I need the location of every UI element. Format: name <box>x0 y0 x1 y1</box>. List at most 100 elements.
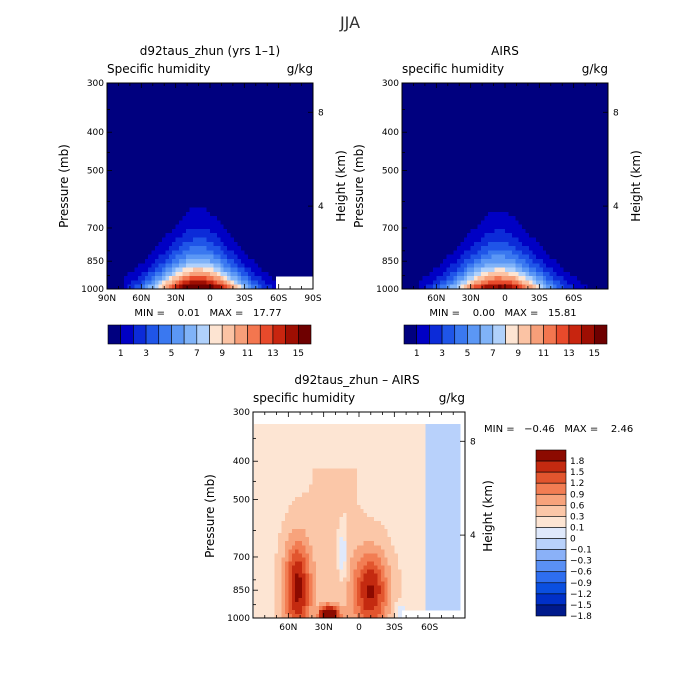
x-tick-label: 30S <box>386 623 403 633</box>
x-tick-label: 60S <box>565 294 582 304</box>
x-tick-label: 60S <box>421 623 438 633</box>
colorbar-label: 1.5 <box>570 468 584 478</box>
colorbar-swatch <box>535 560 567 573</box>
x-tick-label: 90S <box>304 294 321 304</box>
colorbar-swatch <box>403 324 417 345</box>
colorbar-swatch <box>530 324 544 345</box>
panel-diff-height-label: Height (km) <box>481 480 495 551</box>
panel-diff-colorbar: 1.81.51.20.90.60.30.10−0.1−0.3−0.6−0.9−1… <box>535 449 592 622</box>
colorbar-label: 1.8 <box>570 457 585 467</box>
height-tick-label: 8 <box>613 108 619 118</box>
x-tick-label: 30N <box>315 623 333 633</box>
x-tick-label: 60N <box>132 294 150 304</box>
colorbar-swatch <box>535 460 567 473</box>
panel-model-height-label: Height (km) <box>334 150 348 221</box>
colorbar-label: 3 <box>143 349 149 359</box>
colorbar-swatch <box>234 324 248 345</box>
colorbar-swatch <box>158 324 172 345</box>
colorbar-swatch <box>133 324 147 345</box>
colorbar-label: −0.3 <box>570 557 592 567</box>
y-tick-label: 700 <box>382 224 399 234</box>
colorbar-swatch <box>196 324 210 345</box>
y-tick-label: 1000 <box>81 285 104 295</box>
panel-diff-field-label: specific humidity <box>253 391 355 405</box>
colorbar-label: 5 <box>169 349 175 359</box>
colorbar-swatch <box>535 516 567 528</box>
height-tick-label: 4 <box>613 202 619 212</box>
colorbar-swatch <box>535 538 567 550</box>
y-tick-label: 500 <box>382 166 399 176</box>
x-tick-label: 30N <box>167 294 185 304</box>
colorbar-label: 9 <box>515 349 521 359</box>
y-tick-label: 850 <box>87 257 104 267</box>
colorbar-label: −1.8 <box>570 612 592 622</box>
colorbar-swatch <box>581 324 595 345</box>
colorbar-label: 1.2 <box>570 479 584 489</box>
colorbar-label: 0.6 <box>570 501 585 511</box>
colorbar-swatch <box>429 324 443 345</box>
panel-diff-ylabel: Pressure (mb) <box>203 474 217 558</box>
colorbar-swatch <box>272 324 286 345</box>
x-tick-label: 90N <box>98 294 116 304</box>
y-tick-label: 300 <box>233 408 250 418</box>
panel-diff-stats: MIN = −0.46 MAX = 2.46 <box>484 424 633 435</box>
panel-model: d92taus_zhun (yrs 1–1) Specific humidity… <box>57 44 348 359</box>
colorbar-swatch <box>535 582 567 595</box>
y-tick-label: 1000 <box>227 614 250 624</box>
colorbar-swatch <box>535 571 567 584</box>
colorbar-label: 11 <box>538 349 549 359</box>
x-tick-label: 30N <box>462 294 480 304</box>
colorbar-label: 9 <box>219 349 225 359</box>
colorbar-swatch <box>535 449 567 462</box>
panel-model-ylabel: Pressure (mb) <box>57 144 71 228</box>
colorbar-swatch <box>517 324 532 345</box>
colorbar-swatch <box>535 593 567 606</box>
colorbar-swatch <box>221 324 236 345</box>
colorbar-swatch <box>120 324 134 345</box>
colorbar-label: −0.1 <box>570 546 592 556</box>
y-tick-label: 850 <box>382 257 399 267</box>
panel-obs-height-label: Height (km) <box>629 150 643 221</box>
panel-obs-title: AIRS <box>491 44 519 58</box>
colorbar-label: 11 <box>242 349 253 359</box>
colorbar-swatch <box>454 324 468 345</box>
colorbar-swatch <box>479 324 494 345</box>
colorbar-swatch <box>416 324 430 345</box>
colorbar-swatch <box>259 324 274 345</box>
colorbar-swatch <box>535 482 567 495</box>
y-tick-label: 500 <box>87 166 104 176</box>
colorbar-swatch <box>298 324 312 345</box>
panel-diff-plot: 60N 30N 0 30S 60S 300 400 500 700 850 1000 8 4 <box>227 408 476 633</box>
x-tick-label: 0 <box>502 294 508 304</box>
colorbar-swatch <box>594 324 608 345</box>
height-tick-label: 4 <box>318 202 324 212</box>
colorbar-label: −0.9 <box>570 579 592 589</box>
panel-model-colorbar: 1 3 5 7 9 11 13 15 <box>107 324 312 359</box>
colorbar-label: −1.5 <box>570 601 592 611</box>
colorbar-label: 5 <box>465 349 471 359</box>
heatmap-model <box>107 83 314 290</box>
colorbar-label: 13 <box>267 349 278 359</box>
y-tick-label: 500 <box>233 495 250 505</box>
colorbar-label: 3 <box>439 349 445 359</box>
panel-diff-title: d92taus_zhun – AIRS <box>294 373 419 387</box>
colorbar-label: 0.9 <box>570 490 585 500</box>
colorbar-label: 7 <box>194 349 200 359</box>
y-tick-label: 400 <box>233 457 250 467</box>
colorbar-swatch <box>492 324 506 345</box>
panel-obs: AIRS specific humidity g/kg 60N 30N 0 30S 60… <box>352 44 643 359</box>
colorbar-label: 1 <box>414 349 420 359</box>
colorbar-swatch <box>441 324 456 345</box>
colorbar-swatch <box>535 549 567 561</box>
x-tick-label: 0 <box>356 623 362 633</box>
x-tick-label: 30S <box>531 294 548 304</box>
panel-model-title: d92taus_zhun (yrs 1–1) <box>140 44 280 58</box>
y-tick-label: 400 <box>87 128 104 138</box>
y-tick-label: 1000 <box>376 285 399 295</box>
colorbar-swatch <box>505 324 519 345</box>
panel-obs-units-label: g/kg <box>582 62 608 76</box>
colorbar-swatch <box>209 324 223 345</box>
height-tick-label: 8 <box>318 108 324 118</box>
colorbar-label: 1 <box>118 349 124 359</box>
colorbar-swatch <box>555 324 570 345</box>
